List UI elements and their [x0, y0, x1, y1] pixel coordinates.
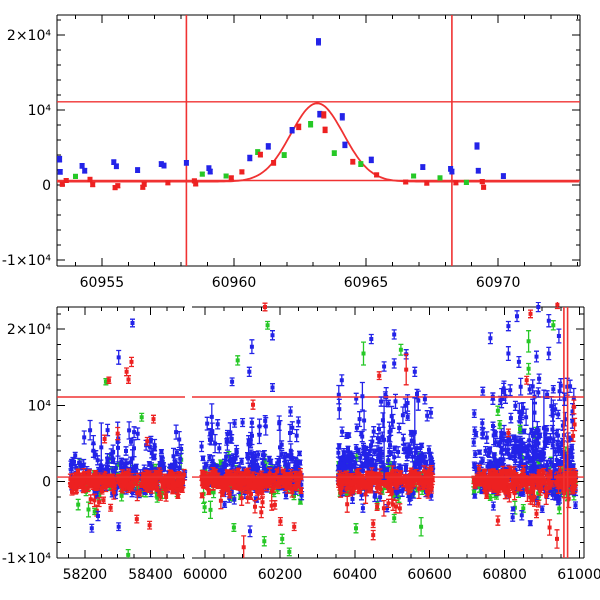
x-tick-label: 60000	[183, 567, 228, 583]
x-tick-label: 60965	[344, 275, 389, 291]
x-tick-label: 58200	[63, 567, 108, 583]
y-tick-label: -1×10⁴	[2, 551, 52, 567]
x-tick-label: 61000	[557, 567, 600, 583]
y-tick-label: 10⁴	[28, 103, 52, 119]
y-tick-label: 2×10⁴	[7, 28, 51, 44]
y-tick-label: -1×10⁴	[2, 253, 52, 269]
y-tick-label: 10⁴	[28, 398, 52, 414]
x-tick-label: 60970	[476, 275, 521, 291]
x-tick-label: 60800	[482, 567, 527, 583]
x-tick-label: 60400	[333, 567, 378, 583]
y-tick-label: 0	[42, 475, 51, 491]
x-tick-label: 60200	[258, 567, 303, 583]
y-tick-label: 2×10⁴	[7, 322, 51, 338]
y-tick-label: 0	[42, 178, 51, 194]
x-tick-label: 60955	[80, 275, 125, 291]
x-tick-label: 60960	[212, 275, 257, 291]
x-tick-label: 58400	[128, 567, 173, 583]
x-tick-label: 60600	[407, 567, 452, 583]
